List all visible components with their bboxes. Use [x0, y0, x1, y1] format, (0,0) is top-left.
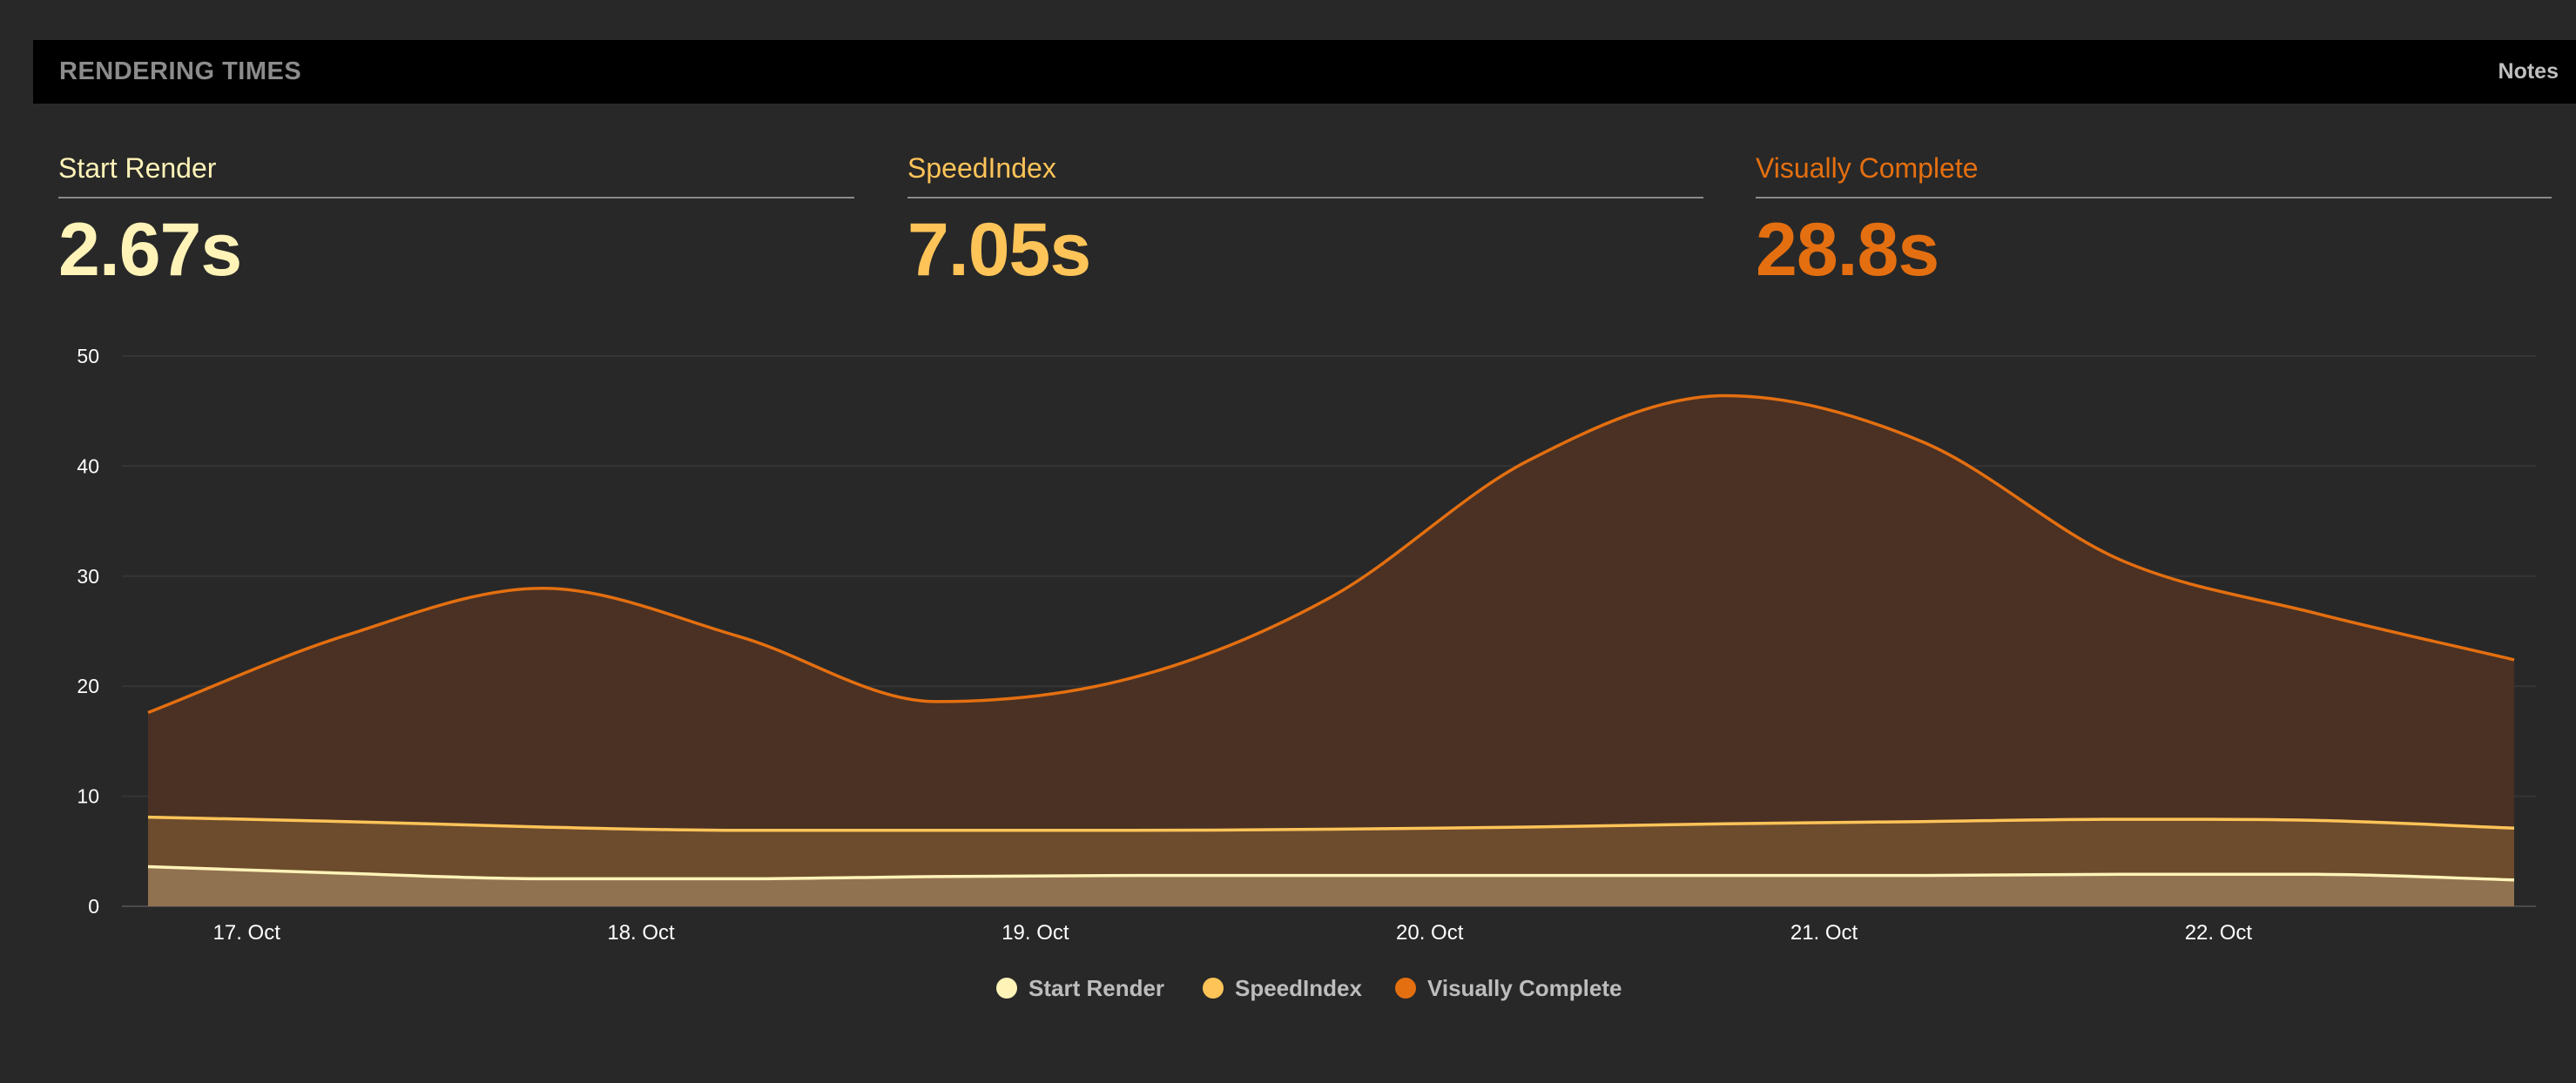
- notes-link[interactable]: Notes: [2498, 59, 2559, 84]
- x-tick-label: 20. Oct: [1396, 921, 1464, 945]
- legend-marker-visually-complete: [1395, 978, 1416, 999]
- metric-visually-complete: Visually Complete 28.8s: [1756, 148, 2552, 293]
- legend-marker-start-render: [996, 978, 1017, 999]
- metric-start-render: Start Render 2.67s: [58, 148, 854, 293]
- y-tick-label: 10: [77, 785, 99, 808]
- y-tick-label: 30: [77, 565, 99, 588]
- line-visually-complete: [147, 394, 2515, 715]
- area-layer: [148, 395, 2514, 906]
- x-tick-label: 22. Oct: [2185, 921, 2253, 945]
- metric-label-visually-complete: Visually Complete: [1756, 148, 2552, 198]
- x-tick-label: 18. Oct: [607, 921, 675, 945]
- legend-label-start-render: Start Render: [1028, 975, 1164, 1001]
- metric-value-speedindex: 7.05s: [907, 208, 1091, 292]
- x-tick-label: 19. Oct: [1001, 921, 1069, 945]
- panel-title: RENDERING TIMES: [59, 57, 302, 85]
- x-axis-ticks: 17. Oct 18. Oct 19. Oct 20. Oct 21. Oct 22. O…: [213, 921, 2253, 945]
- y-tick-label: 40: [77, 454, 99, 477]
- panel-header: RENDERING TIMES Notes: [33, 40, 2576, 104]
- metric-label-start-render: Start Render: [58, 148, 854, 198]
- metric-speedindex: SpeedIndex 7.05s: [907, 148, 1703, 293]
- y-tick-label: 0: [88, 895, 99, 918]
- legend-marker-speedindex: [1203, 978, 1224, 999]
- y-tick-label: 20: [77, 675, 99, 697]
- legend: Start Render SpeedIndex Visually Complete: [996, 975, 1622, 1001]
- x-tick-label: 21. Oct: [1790, 921, 1858, 945]
- legend-label-visually-complete: Visually Complete: [1427, 975, 1622, 1001]
- line-speedindex: [147, 815, 2515, 832]
- line-layer: [147, 394, 2515, 882]
- metric-value-visually-complete: 28.8s: [1756, 208, 1939, 292]
- area-visually-complete: [148, 395, 2514, 906]
- line-start-render: [147, 864, 2515, 882]
- legend-label-speedindex: SpeedIndex: [1235, 975, 1362, 1001]
- y-axis-ticks: 0 10 20 30 40 50: [77, 345, 99, 918]
- x-tick-label: 17. Oct: [213, 921, 281, 945]
- y-tick-label: 50: [77, 345, 99, 367]
- metric-label-speedindex: SpeedIndex: [907, 148, 1703, 198]
- metric-value-start-render: 2.67s: [58, 208, 242, 292]
